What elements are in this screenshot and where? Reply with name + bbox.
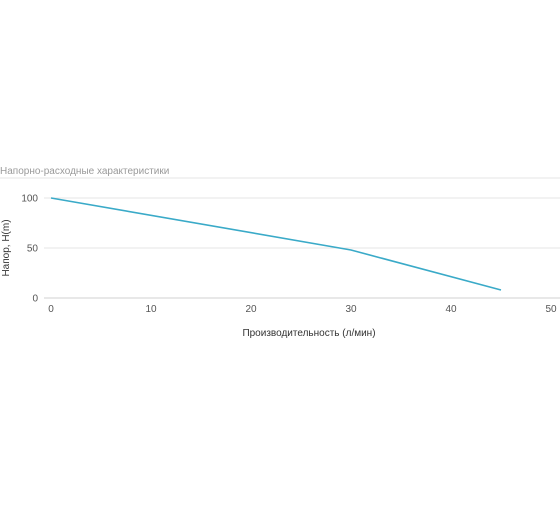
x-tick-labels: 0 10 20 30 40 50 <box>48 304 557 315</box>
gridlines <box>0 177 560 299</box>
y-tick-label: 0 <box>32 294 38 305</box>
series-line-0 <box>50 197 502 291</box>
chart-title: Напорно-расходные характеристики <box>0 166 169 177</box>
y-tick-labels: 0 50 100 <box>21 194 38 305</box>
x-axis-label: Производительность (л/мин) <box>242 328 375 339</box>
y-tick-label: 100 <box>21 194 38 205</box>
x-tick-label: 50 <box>545 304 557 315</box>
y-axis-label: Напор, H(m) <box>1 219 12 276</box>
series-layer <box>50 197 502 291</box>
x-tick-label: 0 <box>48 304 54 315</box>
x-tick-label: 20 <box>245 304 257 315</box>
x-tick-label: 30 <box>345 304 357 315</box>
y-tick-label: 50 <box>27 244 39 255</box>
x-tick-label: 40 <box>445 304 457 315</box>
x-tick-label: 10 <box>145 304 157 315</box>
